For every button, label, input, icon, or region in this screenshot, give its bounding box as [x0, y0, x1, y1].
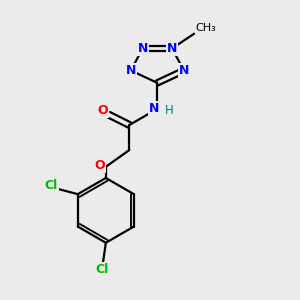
Text: CH₃: CH₃ [196, 23, 216, 33]
Text: N: N [149, 102, 160, 115]
Text: N: N [137, 42, 148, 55]
Text: Cl: Cl [96, 263, 109, 276]
Text: N: N [179, 64, 189, 77]
Text: N: N [126, 64, 136, 77]
Text: H: H [165, 104, 174, 117]
Text: O: O [98, 104, 108, 117]
Text: Cl: Cl [45, 179, 58, 192]
Text: N: N [167, 42, 177, 55]
Text: O: O [94, 159, 105, 172]
